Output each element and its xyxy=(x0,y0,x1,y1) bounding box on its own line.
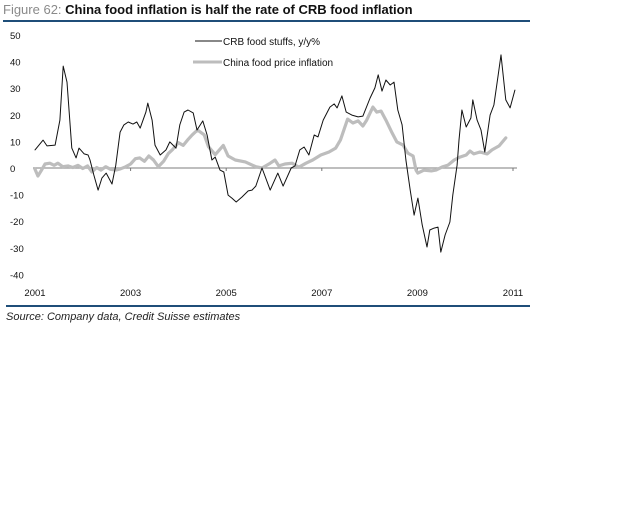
line-chart: 50 40 30 20 10 0 -10 -20 -30 -40 2001 2003 2005 2007… xyxy=(10,31,523,299)
x-tick-label: 2001 xyxy=(24,288,45,299)
legend-china-label: China food price inflation xyxy=(223,58,333,69)
x-axis-ticks: 2001 2003 2005 2007 2009 2011 xyxy=(24,288,523,299)
source-note: Source: Company data, Credit Suisse esti… xyxy=(6,311,241,323)
y-tick-label: 50 xyxy=(10,31,21,42)
y-tick-label: 10 xyxy=(10,137,21,148)
y-tick-label: -30 xyxy=(10,244,24,255)
crb-series-line xyxy=(34,54,516,253)
legend-crb-label: CRB food stuffs, y/y% xyxy=(223,37,320,48)
figure-title: Figure 62: China food inflation is half … xyxy=(3,2,413,17)
y-tick-label: 30 xyxy=(10,84,21,95)
x-tick-label: 2005 xyxy=(216,288,237,299)
y-tick-label: -40 xyxy=(10,270,24,281)
x-tick-label: 2003 xyxy=(120,288,141,299)
x-tick-label: 2009 xyxy=(407,288,428,299)
title-rule xyxy=(3,20,530,22)
x-tick-label: 2011 xyxy=(503,288,523,299)
y-axis-ticks: 50 40 30 20 10 0 -10 -20 -30 -40 xyxy=(10,31,24,281)
y-tick-label: 40 xyxy=(10,58,21,69)
china-series-line xyxy=(33,105,508,178)
y-tick-label: 0 xyxy=(10,164,15,175)
y-tick-label: -10 xyxy=(10,191,24,202)
x-tick-label: 2007 xyxy=(311,288,332,299)
bottom-rule xyxy=(6,305,530,307)
legend: CRB food stuffs, y/y% China food price i… xyxy=(193,37,333,69)
y-tick-label: 20 xyxy=(10,111,21,122)
y-tick-label: -20 xyxy=(10,217,24,228)
figure-label: Figure 62: xyxy=(3,2,62,17)
series-layer xyxy=(33,54,516,253)
figure-title-text: China food inflation is half the rate of… xyxy=(65,2,413,17)
